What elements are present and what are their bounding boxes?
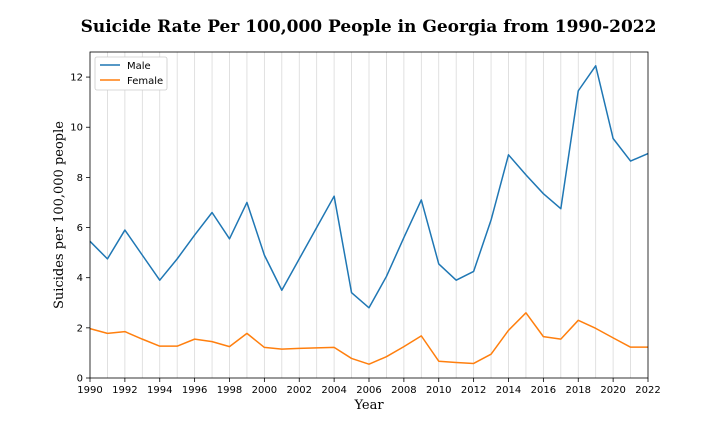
x-tick-label: 2004 <box>321 385 346 396</box>
y-tick-label: 12 <box>70 73 83 84</box>
x-tick-label: 2012 <box>461 385 486 396</box>
y-tick-label: 10 <box>70 123 83 134</box>
x-tick-label: 2014 <box>496 385 521 396</box>
legend-label-male: Male <box>127 61 151 72</box>
x-tick-label: 2018 <box>566 385 591 396</box>
x-axis-ticks: 1990 1992 1994 1996 1998 2000 2002 2004 2006 2008… <box>77 378 661 396</box>
y-axis-label: Suicides per 100,000 people <box>52 121 67 309</box>
x-tick-label: 1998 <box>217 385 242 396</box>
x-tick-label: 2016 <box>531 385 556 396</box>
x-tick-label: 2000 <box>252 385 277 396</box>
y-tick-label: 6 <box>77 223 83 234</box>
legend: Male Female <box>94 56 168 91</box>
x-axis-label: Year <box>353 398 384 413</box>
x-tick-label: 1996 <box>182 385 207 396</box>
series-lines <box>89 65 649 365</box>
chart-title: Suicide Rate Per 100,000 People in Georg… <box>81 17 657 37</box>
y-axis-ticks: 0 2 4 6 8 10 12 <box>70 73 90 385</box>
x-tick-label: 2008 <box>391 385 416 396</box>
x-tick-label: 2010 <box>426 385 451 396</box>
legend-label-female: Female <box>127 76 163 87</box>
series-line-female <box>89 312 648 365</box>
series-line-male <box>89 65 649 309</box>
x-tick-label: 2022 <box>635 385 660 396</box>
x-tick-label: 2020 <box>600 385 625 396</box>
x-tick-label: 1990 <box>77 385 102 396</box>
y-tick-label: 2 <box>77 323 83 334</box>
x-tick-label: 2006 <box>356 385 381 396</box>
gridlines <box>107 52 631 378</box>
y-tick-label: 0 <box>77 374 83 385</box>
y-tick-label: 4 <box>77 273 83 284</box>
y-tick-label: 8 <box>77 173 83 184</box>
x-tick-label: 1992 <box>112 385 137 396</box>
x-tick-label: 2002 <box>287 385 312 396</box>
x-tick-label: 1994 <box>147 385 172 396</box>
